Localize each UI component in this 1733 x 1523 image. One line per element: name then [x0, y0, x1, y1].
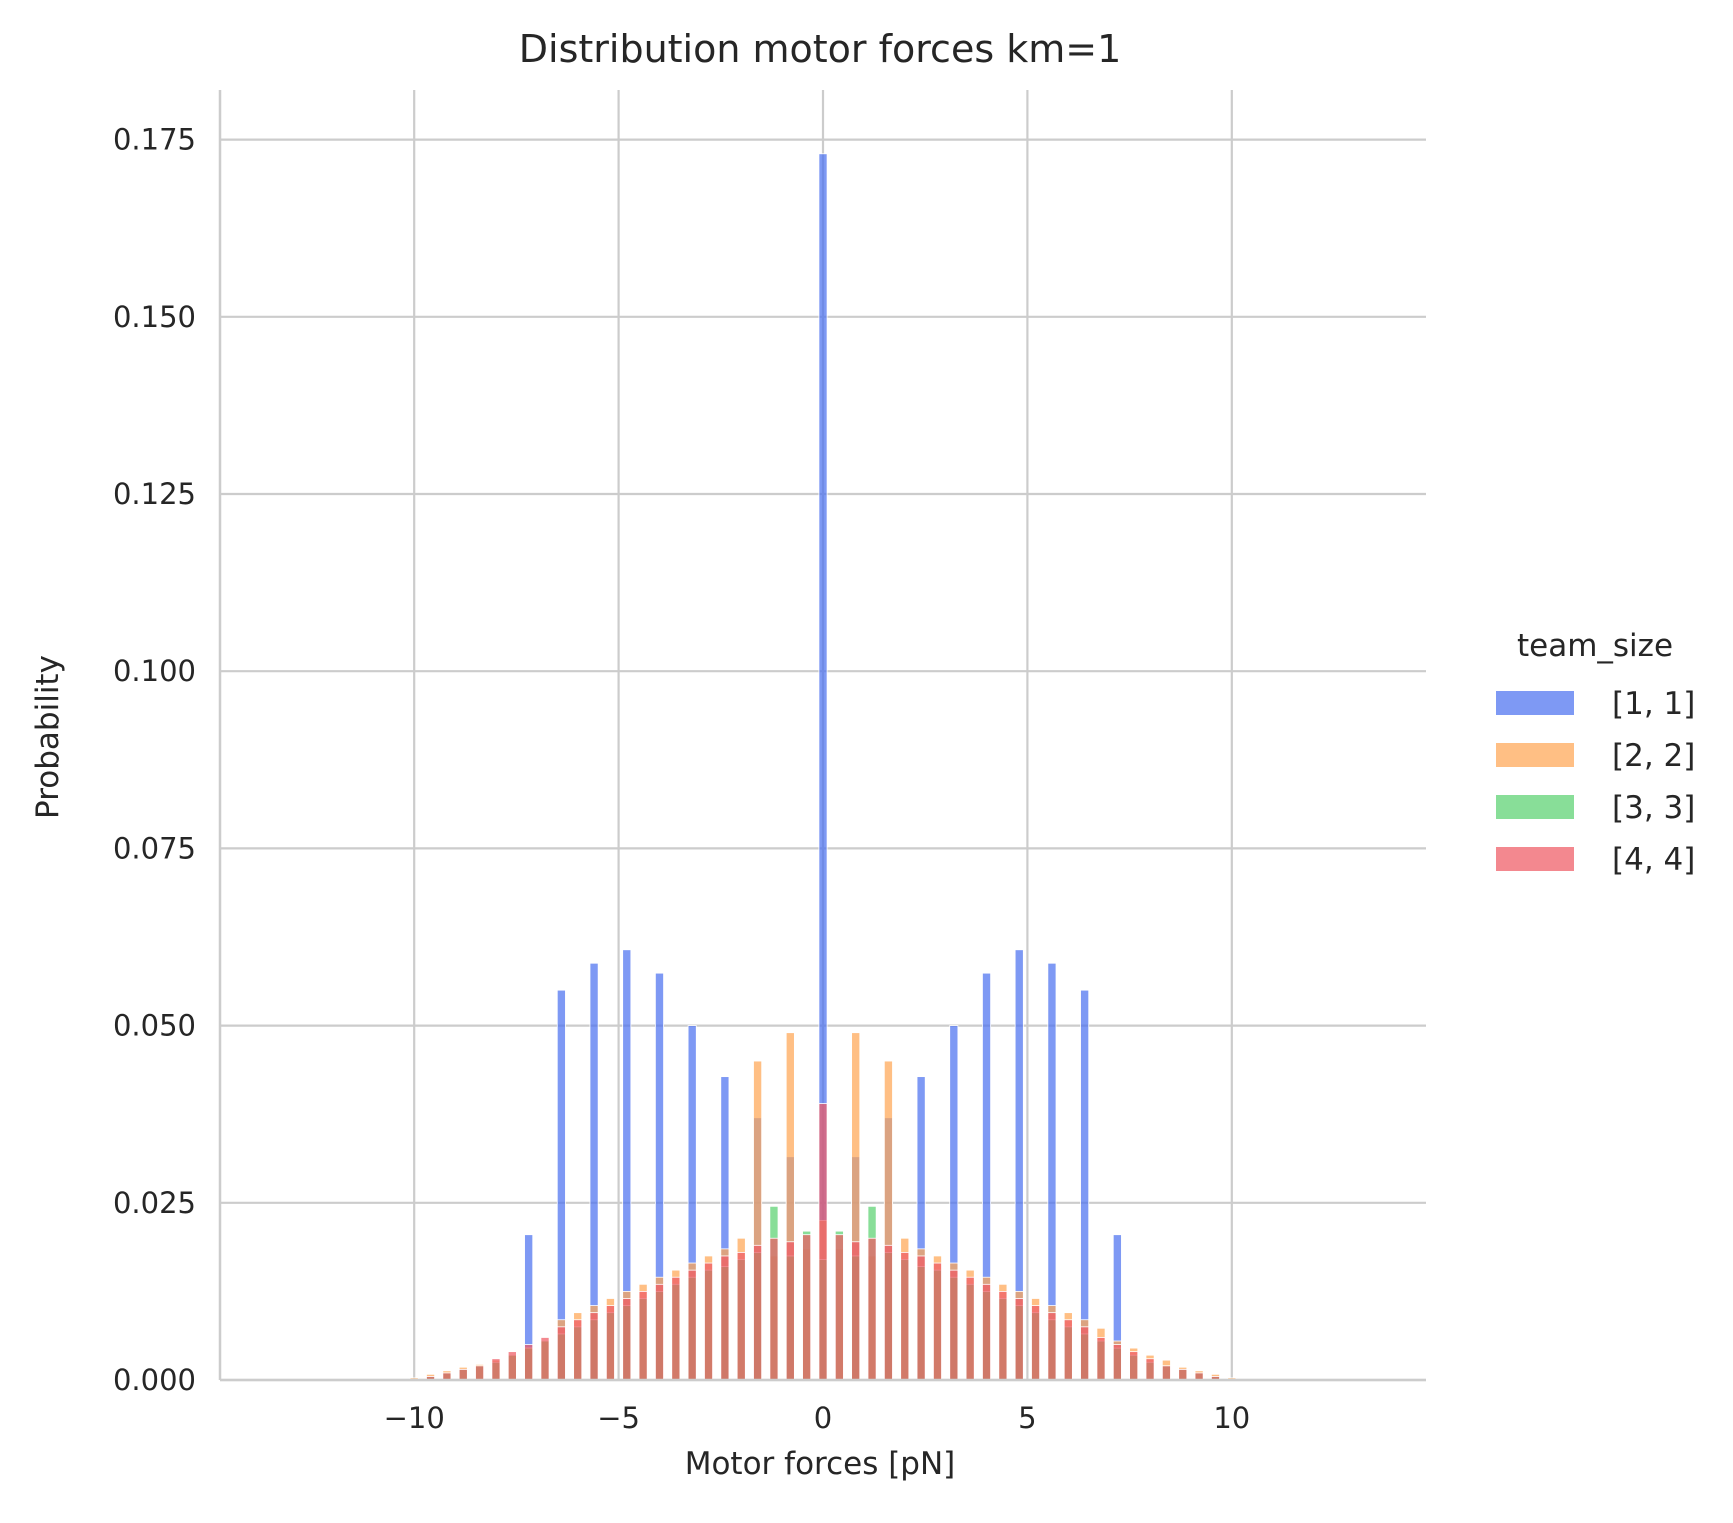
bar — [704, 1262, 714, 1381]
bar — [818, 1103, 828, 1381]
y-axis-title: Probability — [30, 655, 66, 819]
bar — [900, 1252, 910, 1381]
y-tick-label: 0.050 — [113, 1009, 196, 1043]
bar — [867, 1237, 877, 1381]
bar — [753, 1244, 763, 1381]
x-tick-label: 10 — [1213, 1401, 1250, 1435]
bar — [998, 1291, 1008, 1381]
bar — [491, 1358, 501, 1381]
bar — [1096, 1337, 1106, 1381]
bar — [573, 1319, 583, 1381]
bar — [932, 1262, 942, 1381]
bar — [556, 1326, 566, 1381]
legend-item: [4, 4] — [1496, 842, 1695, 878]
legend-item: [1, 1] — [1496, 686, 1695, 722]
bar — [589, 1312, 599, 1381]
y-tick-label: 0.100 — [113, 654, 196, 688]
x-tick-label: 0 — [814, 1401, 832, 1435]
bar — [1047, 1312, 1057, 1381]
bar — [883, 1244, 893, 1381]
bar — [785, 1241, 795, 1381]
legend-label: [4, 4] — [1612, 842, 1695, 878]
bar — [458, 1368, 468, 1381]
bar — [802, 1234, 812, 1381]
legend-swatch — [1496, 847, 1574, 871]
bar — [622, 1298, 632, 1381]
x-tick-label: −5 — [597, 1401, 640, 1435]
bar — [769, 1237, 779, 1381]
legend-label: [1, 1] — [1612, 686, 1695, 722]
bar — [1161, 1365, 1171, 1381]
bar — [524, 1344, 534, 1381]
legend-swatch — [1496, 743, 1574, 767]
legend-title: team_size — [1517, 628, 1673, 664]
x-axis-title: Motor forces [pN] — [685, 1446, 956, 1482]
legend: team_size [1, 1] [2, 2] [3, 3] [4, 4] — [1496, 628, 1695, 878]
bar — [949, 1269, 959, 1381]
bar — [1031, 1305, 1041, 1381]
bar — [605, 1305, 615, 1381]
y-tick-label: 0.175 — [113, 123, 196, 157]
bar — [851, 1241, 861, 1381]
bar — [1063, 1319, 1073, 1381]
chart-title: Distribution motor forces km=1 — [519, 27, 1122, 71]
bar — [687, 1269, 697, 1381]
x-tick-label: 5 — [1018, 1401, 1036, 1435]
y-tick-label: 0.025 — [113, 1186, 196, 1220]
bar — [1129, 1351, 1139, 1381]
y-tick-label: 0.125 — [113, 477, 196, 511]
bar — [671, 1276, 681, 1381]
bar — [834, 1234, 844, 1381]
bar — [1080, 1326, 1090, 1381]
legend-items: [1, 1] [2, 2] [3, 3] [4, 4] — [1496, 686, 1695, 878]
tick-labels: −10 −5 0 5 10 0.000 0.025 0.050 0.075 0.100 0.125 0… — [113, 123, 1250, 1435]
legend-label: [3, 3] — [1612, 790, 1695, 826]
legend-item: [2, 2] — [1496, 738, 1695, 774]
bar — [916, 1255, 926, 1381]
bar — [982, 1283, 992, 1381]
bar — [1178, 1368, 1188, 1381]
axes — [218, 90, 1426, 1382]
bar — [1112, 1344, 1122, 1381]
bar — [1014, 1298, 1024, 1381]
bar — [965, 1276, 975, 1381]
legend-label: [2, 2] — [1612, 738, 1695, 774]
y-tick-label: 0.150 — [113, 300, 196, 334]
legend-swatch — [1496, 795, 1574, 819]
bar — [475, 1365, 485, 1381]
bar — [736, 1252, 746, 1381]
y-tick-label: 0.000 — [113, 1363, 196, 1397]
y-tick-label: 0.075 — [113, 831, 196, 865]
bar — [1145, 1358, 1155, 1381]
legend-swatch — [1496, 691, 1574, 715]
x-tick-label: −10 — [384, 1401, 445, 1435]
bar — [720, 1255, 730, 1381]
bar — [638, 1291, 648, 1381]
bar — [507, 1351, 517, 1381]
bar — [654, 1283, 664, 1381]
legend-item: [3, 3] — [1496, 790, 1695, 826]
bar — [540, 1337, 550, 1381]
